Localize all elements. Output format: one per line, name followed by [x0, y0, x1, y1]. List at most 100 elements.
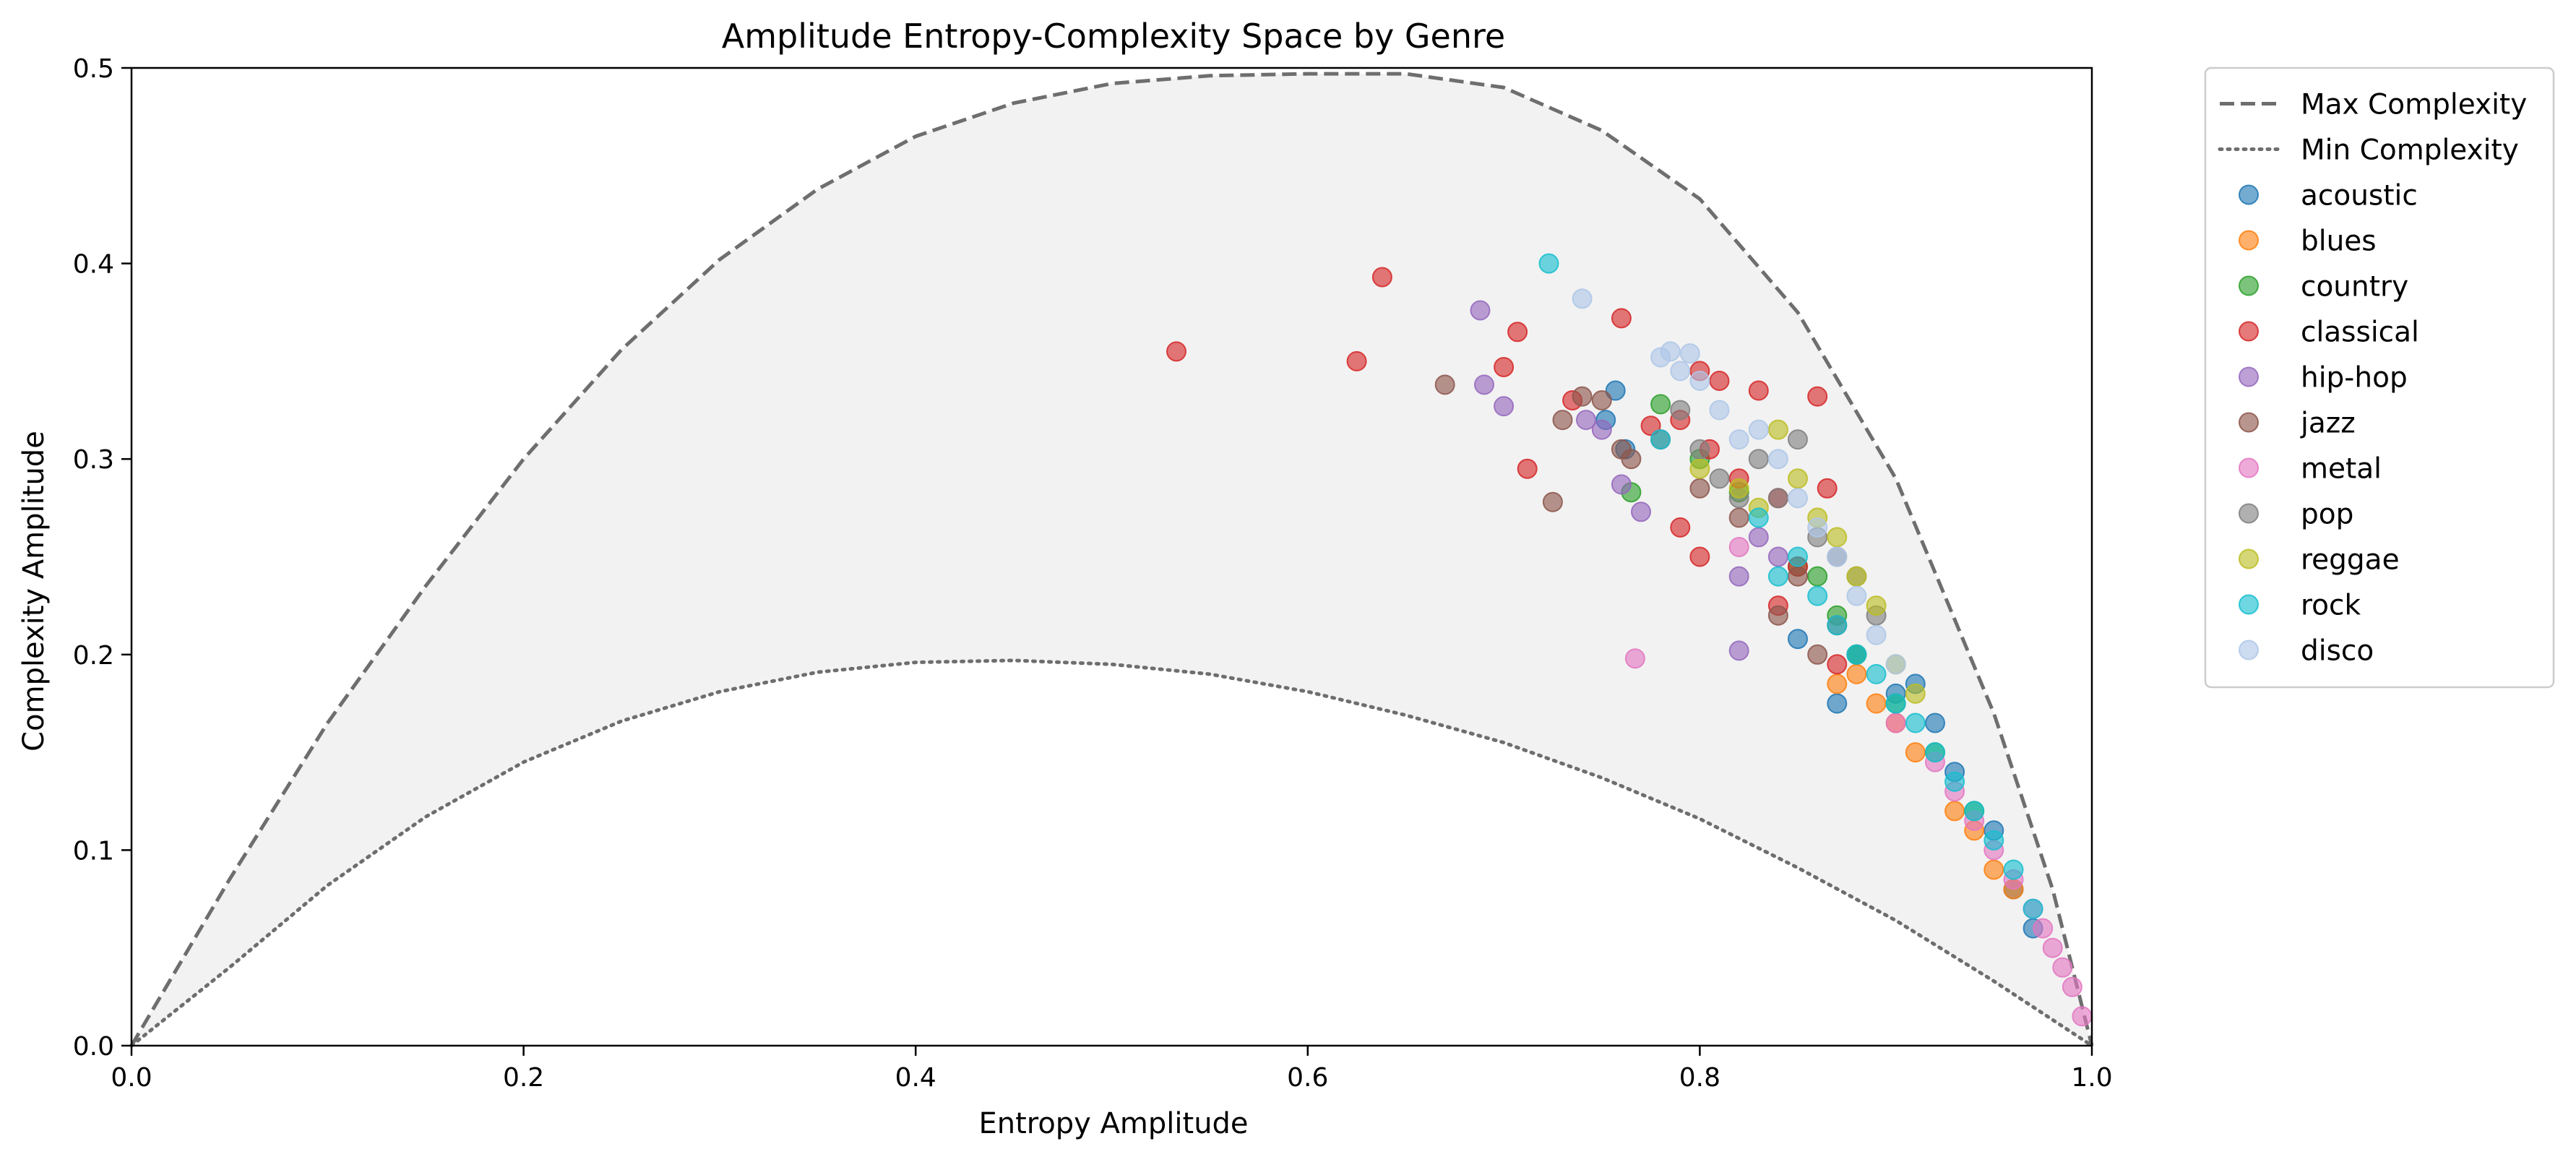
point-hip-hop: [1576, 410, 1596, 431]
point-hip-hop: [1591, 419, 1612, 440]
point-blues: [1905, 742, 1926, 763]
point-jazz: [1728, 507, 1749, 528]
point-disco: [1846, 585, 1867, 606]
point-rock: [1827, 615, 1848, 636]
legend-marker-metal: [2239, 457, 2259, 478]
legend-marker-acoustic: [2239, 184, 2259, 205]
point-hip-hop: [1631, 502, 1651, 522]
legend-marker-country: [2239, 275, 2259, 296]
point-classical: [1346, 350, 1367, 371]
point-classical: [1827, 654, 1848, 675]
point-disco: [1866, 624, 1887, 645]
legend-label: acoustic: [2301, 180, 2418, 212]
y-tick-label: 0.3: [73, 445, 114, 475]
legend-marker-jazz: [2239, 412, 2259, 433]
legend-label: disco: [2301, 635, 2374, 668]
point-classical: [1709, 371, 1730, 391]
point-disco: [1670, 361, 1691, 382]
point-classical: [1517, 458, 1538, 479]
legend-label: classical: [2301, 317, 2419, 349]
max-complexity-curve: [129, 72, 2094, 1047]
point-rock: [2023, 898, 2043, 919]
legend-label: Min Complexity: [2301, 134, 2519, 167]
y-tick-label: 0.5: [73, 54, 114, 84]
point-metal: [2033, 918, 2054, 939]
point-hip-hop: [1474, 374, 1494, 395]
feasible-region: [132, 74, 2092, 1046]
x-tick-label: 0.4: [895, 1063, 936, 1093]
point-acoustic: [1788, 629, 1808, 650]
legend-label: country: [2301, 271, 2408, 304]
point-reggae: [1689, 458, 1710, 479]
legend-label: reggae: [2301, 544, 2400, 577]
plot-frame: [130, 66, 2093, 1047]
point-rock: [1538, 253, 1559, 274]
point-disco: [1660, 341, 1681, 362]
point-classical: [1611, 308, 1632, 329]
point-rock: [2003, 859, 2024, 880]
point-disco: [1788, 488, 1808, 509]
point-pop: [1689, 439, 1710, 460]
y-axis-label: Complexity Amplitude: [17, 431, 51, 752]
point-reggae: [1866, 595, 1887, 616]
point-classical: [1807, 386, 1828, 407]
legend-label: blues: [2301, 225, 2377, 258]
plot-area: 0.0 0.2 0.4 0.6 0.8 1.0 0.0 0.1 0.2 0.3 0.4 0.5: [73, 54, 2113, 1093]
point-metal: [1624, 648, 1645, 669]
point-hip-hop: [1767, 546, 1788, 567]
point-disco: [1689, 371, 1710, 391]
point-jazz: [1552, 410, 1573, 431]
point-hip-hop: [1494, 396, 1515, 417]
point-jazz: [1767, 605, 1788, 626]
point-classical: [1640, 416, 1661, 436]
point-jazz: [1621, 449, 1642, 470]
point-jazz: [1591, 390, 1612, 410]
point-blues: [1983, 859, 2004, 880]
x-tick-label: 0.8: [1679, 1063, 1720, 1093]
point-pop: [1767, 488, 1788, 509]
point-rock: [1925, 742, 1945, 763]
point-hip-hop: [1728, 566, 1749, 587]
x-tick-label: 0.0: [111, 1063, 152, 1093]
y-tick-label: 0.1: [73, 836, 114, 866]
point-disco: [1807, 517, 1828, 538]
x-axis-label: Entropy Amplitude: [978, 1107, 1248, 1140]
point-reggae: [1767, 419, 1788, 440]
point-classical: [1689, 546, 1710, 567]
point-jazz: [1542, 491, 1563, 512]
point-pop: [1709, 468, 1730, 489]
point-classical: [1748, 380, 1769, 401]
point-pop: [1788, 429, 1808, 450]
point-rock: [1944, 771, 1965, 792]
point-reggae: [1905, 683, 1926, 704]
point-classical: [1494, 357, 1515, 377]
legend-label: pop: [2301, 499, 2353, 531]
legend-marker-blues: [2239, 230, 2259, 251]
point-acoustic: [1925, 713, 1945, 733]
point-hip-hop: [1748, 527, 1769, 548]
point-reggae: [1728, 478, 1749, 499]
point-blues: [1846, 663, 1867, 684]
y-tick-label: 0.4: [73, 250, 114, 280]
point-jazz: [1788, 566, 1808, 587]
point-hip-hop: [1470, 300, 1491, 321]
point-disco: [1767, 449, 1788, 470]
point-metal: [1885, 713, 1906, 733]
point-disco: [1827, 546, 1848, 567]
point-metal: [2052, 957, 2073, 978]
point-metal: [2062, 976, 2082, 997]
point-rock: [1788, 546, 1808, 567]
legend: Max Complexity Min Complexity acoustic blue…: [2204, 66, 2555, 689]
point-classical: [1670, 517, 1691, 538]
point-jazz: [1807, 644, 1828, 665]
x-tick-label: 1.0: [2071, 1063, 2112, 1093]
point-classical: [1371, 267, 1392, 288]
chart-title: Amplitude Entropy-Complexity Space by Ge…: [722, 17, 1505, 56]
point-disco: [1709, 400, 1730, 421]
y-tick-label: 0.2: [73, 641, 114, 671]
point-hip-hop: [1611, 474, 1632, 495]
point-jazz: [1689, 478, 1710, 499]
legend-label: metal: [2301, 453, 2382, 486]
point-reggae: [1788, 468, 1808, 489]
